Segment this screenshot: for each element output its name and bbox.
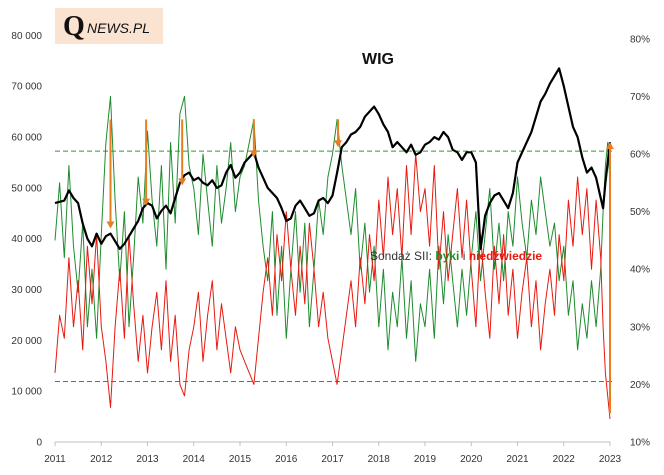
x-tick-label: 2021 [506,454,529,465]
survey-bears-label: niedźwiedzie [469,249,543,263]
right-tick-label: 70% [630,92,650,103]
right-tick-label: 30% [630,322,650,333]
x-tick-label: 2018 [368,454,391,465]
left-tick-label: 20 000 [11,336,42,347]
series-line-bears [54,153,611,420]
right-tick-label: 40% [630,265,650,276]
x-tick-label: 2012 [90,454,113,465]
x-tick-label: 2015 [229,454,252,465]
right-tick-label: 60% [630,150,650,161]
x-tick-label: 2017 [321,454,344,465]
right-tick-label: 20% [630,380,650,391]
event-arrows [106,119,614,414]
x-tick-label: 2022 [553,454,576,465]
event-arrow-head [106,221,115,229]
left-tick-label: 60 000 [11,133,42,144]
right-tick-label: 10% [630,438,650,449]
x-tick-label: 2016 [275,454,298,465]
left-tick-label: 70 000 [11,82,42,93]
right-axis: 10% 20% 30% 40% 50% 60% 70% 80% [630,34,650,448]
event-arrow-head [142,198,151,206]
left-axis: 0 10 000 20 000 30 000 40 000 50 000 60 000 70 … [11,31,42,449]
x-tick-label: 2011 [44,454,66,465]
event-arrow-head [178,178,187,186]
qnews-logo: Q NEWS.PL [55,8,163,44]
logo-wordmark: NEWS.PL [87,20,151,36]
left-tick-label: 40 000 [11,234,42,245]
event-arrow-head [249,150,258,158]
x-tick-label: 2019 [414,454,437,465]
left-tick-label: 0 [36,438,42,449]
x-tick-label: 2023 [599,454,622,465]
survey-prefix: Sondaż SII: [370,249,435,263]
right-tick-label: 50% [630,207,650,218]
right-tick-label: 80% [630,34,650,45]
survey-conj: i [459,249,468,263]
x-tick-label: 2013 [136,454,159,465]
left-tick-label: 50 000 [11,183,42,194]
logo-initial: Q [63,11,85,42]
x-axis: 2011 2012 2013 2014 2015 2016 2017 2018 2019 2020… [44,441,622,465]
left-tick-label: 80 000 [11,31,42,42]
x-tick-label: 2014 [183,454,206,465]
event-arrow-head [334,140,343,148]
survey-annotation: Sondaż SII: byki i niedźwiedzie [370,249,542,263]
chart-title: WIG [362,51,394,68]
left-tick-label: 10 000 [11,387,42,398]
series-line-wig [54,67,612,250]
left-tick-label: 30 000 [11,285,42,296]
series-line-bulls [54,95,611,362]
event-arrow-head [606,142,614,150]
x-tick-label: 2020 [460,454,483,465]
series-lines [54,67,612,420]
survey-bulls-label: byki [435,249,459,263]
